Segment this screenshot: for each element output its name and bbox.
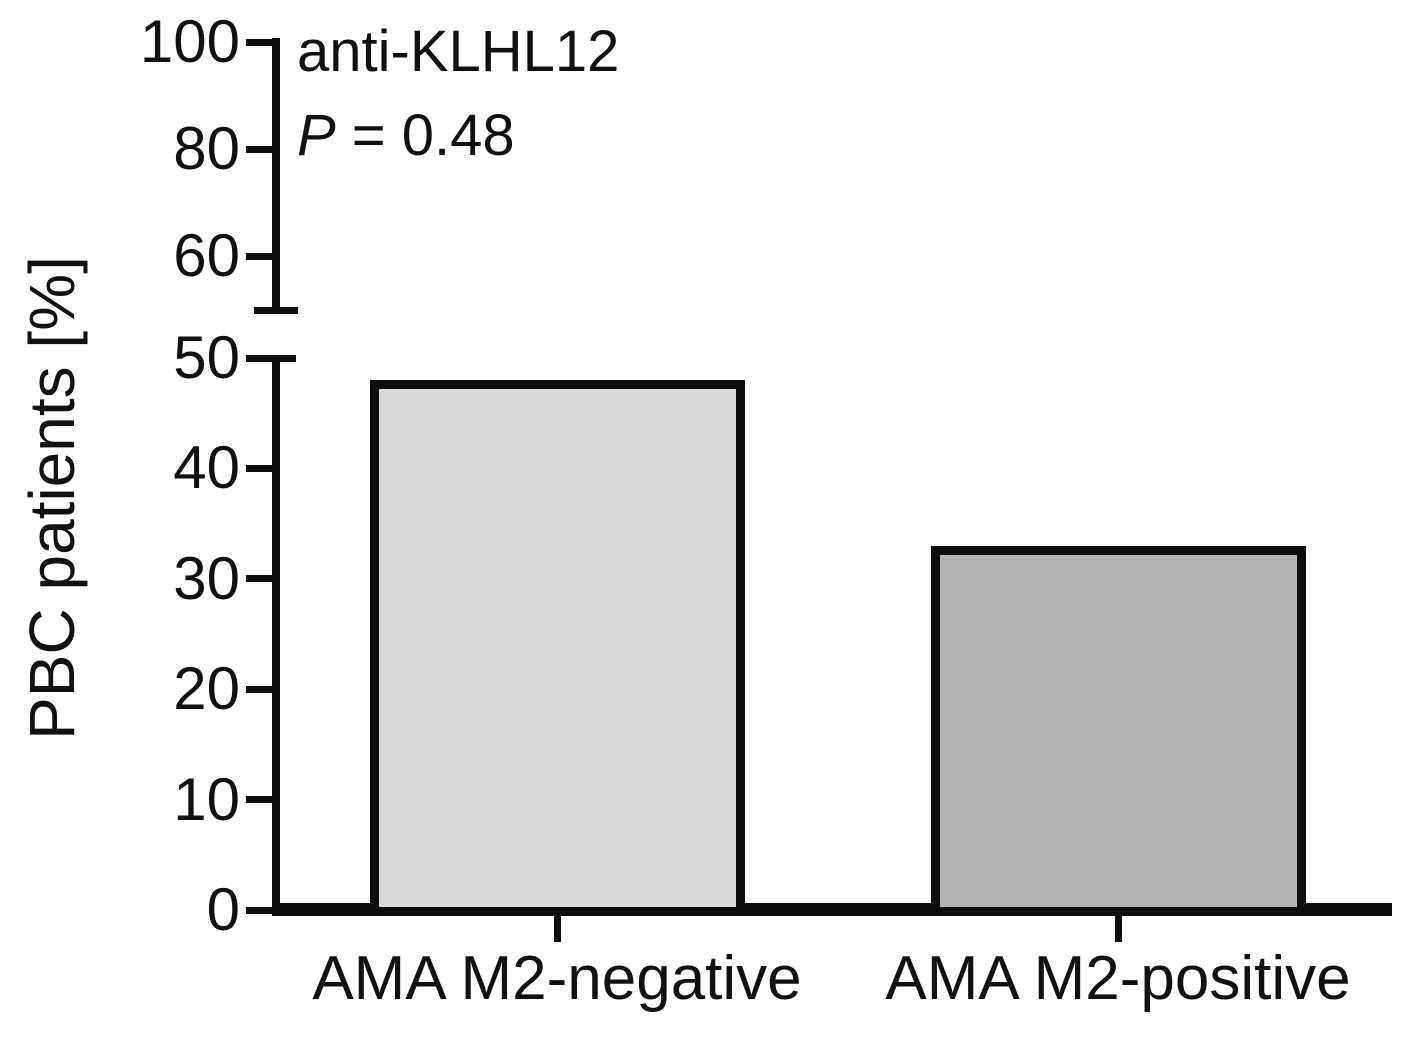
- y-axis-break-cap: [254, 307, 298, 314]
- y-tick-100: [246, 38, 272, 46]
- annotation-title: anti-KLHL12: [297, 19, 620, 84]
- y-tick-label-0: 0: [206, 876, 240, 943]
- p-value-symbol: P: [297, 103, 336, 168]
- bar-ama-m2-negative: [369, 380, 745, 916]
- x-tick-2: [1114, 916, 1122, 942]
- y-tick-60: [246, 252, 272, 260]
- y-tick-0: [246, 906, 272, 914]
- y-tick-label-100: 100: [139, 8, 240, 75]
- y-tick-10: [246, 796, 272, 804]
- annotation-pvalue: P = 0.48: [297, 94, 619, 178]
- y-axis-50-crossbar: [246, 355, 296, 362]
- y-axis-upper-segment-line: [272, 38, 280, 314]
- y-tick-label-20: 20: [173, 655, 240, 723]
- y-tick-80: [246, 145, 272, 153]
- y-tick-label-40: 40: [173, 434, 240, 502]
- y-tick-label-30: 30: [173, 544, 240, 612]
- bar-ama-m2-positive: [930, 545, 1306, 916]
- y-tick-label-50: 50: [173, 324, 240, 391]
- y-tick-label-60: 60: [173, 222, 240, 290]
- x-tick-1: [553, 916, 561, 942]
- p-value-text: = 0.48: [335, 103, 515, 168]
- y-tick-label-80: 80: [173, 115, 240, 183]
- y-axis-lower-segment-line: [272, 355, 280, 916]
- y-tick-30: [246, 575, 272, 583]
- y-tick-label-10: 10: [173, 765, 240, 833]
- x-axis-label-ama-m2-negative: AMA M2-negative: [312, 944, 802, 1013]
- y-tick-40: [246, 464, 272, 472]
- annotation-block: anti-KLHL12 P = 0.48: [297, 10, 619, 178]
- x-axis-label-ama-m2-positive: AMA M2-positive: [885, 944, 1351, 1013]
- y-tick-20: [246, 685, 272, 693]
